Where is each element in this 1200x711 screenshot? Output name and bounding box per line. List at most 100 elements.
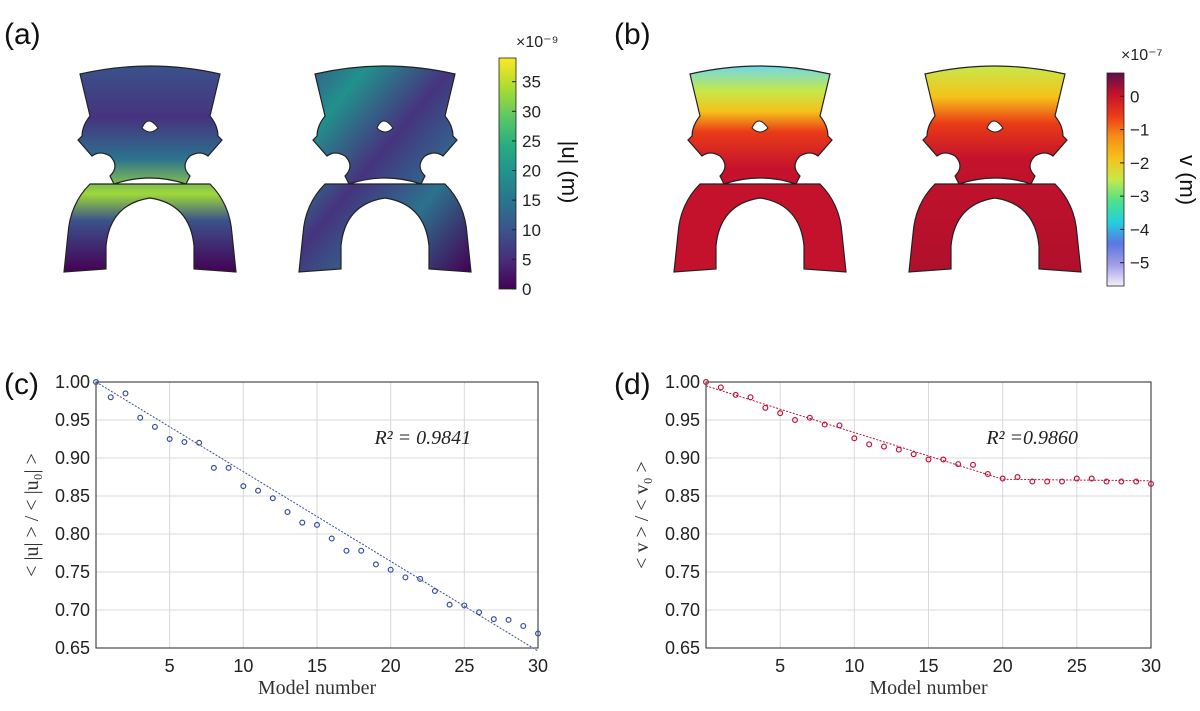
- data-point: [747, 394, 754, 401]
- data-point: [490, 616, 497, 623]
- data-point: [328, 535, 335, 542]
- colorbar-v-tick-label: −4: [1130, 220, 1149, 239]
- colorbar-v-gradient: [1106, 72, 1125, 287]
- data-point: [969, 461, 976, 468]
- r-squared-annotation: R² =0.9860: [985, 427, 1078, 449]
- colorbar-u-tick-label: 20: [522, 162, 541, 181]
- colorbar-v-tick-label: −1: [1130, 121, 1149, 140]
- x-tick-label: 30: [1141, 656, 1161, 676]
- y-tick-label: 0.95: [665, 410, 700, 430]
- data-point: [1147, 480, 1154, 487]
- data-point: [821, 421, 828, 428]
- x-axis-label: Model number: [869, 677, 988, 699]
- x-tick-label: 25: [1067, 656, 1087, 676]
- y-tick-label: 0.95: [55, 410, 90, 430]
- bridge-model-b2: [908, 65, 1082, 273]
- colorbar-v-exponent: ×10⁻⁷: [1121, 47, 1163, 64]
- data-point: [417, 575, 424, 582]
- colorbar-u-gradient: [498, 57, 517, 290]
- colorbar-u-tick-label: 10: [522, 221, 541, 240]
- y-tick-label: 0.65: [55, 638, 90, 658]
- data-point: [1118, 478, 1125, 485]
- data-point: [196, 439, 203, 446]
- x-tick-label: 10: [844, 656, 864, 676]
- bridge-model-a1: [63, 65, 237, 273]
- y-tick-label: 0.90: [665, 448, 700, 468]
- x-tick-label: 20: [381, 656, 401, 676]
- data-point: [461, 602, 468, 609]
- data-point: [255, 487, 262, 494]
- data-point: [284, 508, 291, 515]
- data-point: [1058, 478, 1065, 485]
- x-axis-label: Model number: [258, 677, 377, 699]
- x-tick-label: 5: [775, 656, 785, 676]
- x-tick-label: 20: [993, 656, 1013, 676]
- colorbar-u-tick-label: 0: [522, 280, 531, 299]
- data-point: [925, 456, 932, 463]
- data-point: [92, 379, 99, 386]
- y-tick-label: 0.70: [55, 600, 90, 620]
- y-tick-label: 0.75: [665, 562, 700, 582]
- data-point: [702, 379, 709, 386]
- y-tick-label: 1.00: [665, 372, 700, 392]
- data-point: [940, 456, 947, 463]
- data-point: [1029, 478, 1036, 485]
- colorbar-v-tick-label: 0: [1130, 87, 1139, 106]
- x-tick-label: 15: [918, 656, 938, 676]
- y-tick-label: 0.85: [665, 486, 700, 506]
- axes-box: [705, 381, 1152, 649]
- axes-box: [95, 381, 539, 649]
- colorbar-v-tick-label: −5: [1130, 254, 1149, 273]
- data-point: [269, 495, 276, 502]
- data-point: [166, 436, 173, 443]
- panel-d-label: (d): [614, 368, 651, 401]
- colorbar-v: 0 −1 −2 −3 −4 −5 ×10⁻⁷ v (m): [1106, 47, 1200, 287]
- data-point: [910, 451, 917, 458]
- data-point: [240, 483, 247, 490]
- data-point: [505, 616, 512, 623]
- colorbar-u-tick-label: 25: [522, 132, 541, 151]
- data-point: [151, 423, 158, 430]
- data-point: [1073, 475, 1080, 482]
- x-tick-label: 10: [233, 656, 253, 676]
- x-tick-label: 25: [454, 656, 474, 676]
- data-point: [717, 384, 724, 391]
- data-point: [999, 475, 1006, 482]
- colorbar-u-title: |u| (m): [557, 141, 582, 204]
- y-tick-label: 0.85: [55, 486, 90, 506]
- colorbar-v-tick-label: −3: [1130, 187, 1149, 206]
- colorbar-u-tick-label: 15: [522, 191, 541, 210]
- bridge-model-a2: [298, 65, 472, 273]
- colorbar-v-tick-label: −2: [1130, 154, 1149, 173]
- data-point: [476, 609, 483, 616]
- data-point: [984, 470, 991, 477]
- data-point: [955, 461, 962, 468]
- data-point: [1133, 478, 1140, 485]
- data-point: [1044, 478, 1051, 485]
- data-point: [762, 404, 769, 411]
- colorbar-u-tick-label: 30: [522, 102, 541, 121]
- r-squared-annotation: R² = 0.9841: [373, 427, 471, 449]
- y-tick-label: 0.75: [55, 562, 90, 582]
- y-tick-label: 0.65: [665, 638, 700, 658]
- data-point: [1014, 474, 1021, 481]
- data-point: [402, 574, 409, 581]
- y-tick-label: 0.80: [55, 524, 90, 544]
- data-point: [806, 414, 813, 421]
- x-tick-label: 5: [165, 656, 175, 676]
- bridge-model-b1: [673, 65, 847, 273]
- fit-line: [95, 381, 539, 652]
- data-point: [210, 464, 217, 471]
- chart-c: 5 10 15 20 25 30 0.65 0.70 0.75 0.80 0.85 0.90 0.95 1…: [21, 372, 548, 699]
- fit-line: [705, 385, 1152, 482]
- data-point: [343, 547, 350, 554]
- panel-c-label: (c): [4, 368, 39, 401]
- data-point: [851, 435, 858, 442]
- colorbar-v-title: v (m): [1175, 155, 1200, 205]
- y-axis-label: < |u| > / < |u₀| >: [21, 453, 43, 577]
- colorbar-u-exponent: ×10⁻⁹: [516, 34, 558, 51]
- y-tick-label: 0.80: [665, 524, 700, 544]
- data-point: [387, 566, 394, 573]
- data-point: [880, 443, 887, 450]
